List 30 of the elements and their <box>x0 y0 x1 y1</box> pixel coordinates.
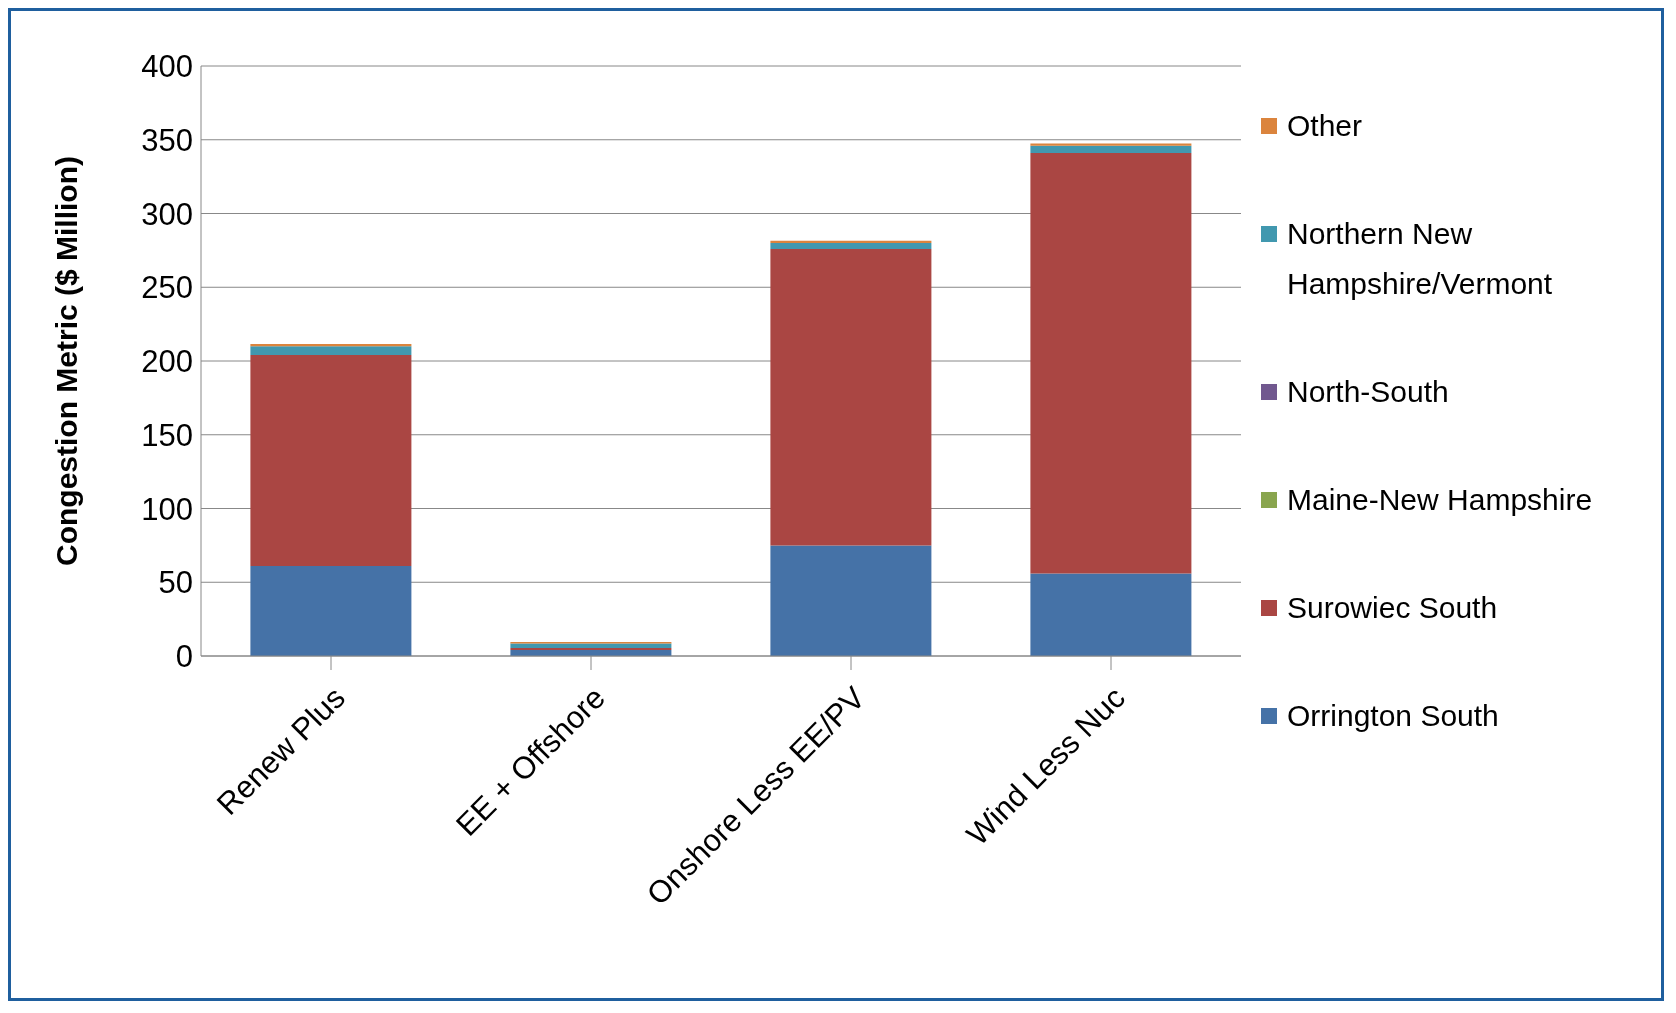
y-tick-label: 250 <box>141 270 193 306</box>
y-tick-label: 0 <box>175 639 193 675</box>
bar <box>250 355 412 567</box>
y-tick-label: 300 <box>141 196 193 232</box>
legend-label: Other <box>1287 108 1364 144</box>
bar <box>510 643 672 648</box>
legend-label: North-South <box>1287 374 1450 410</box>
y-tick-label: 200 <box>141 344 193 380</box>
bar <box>770 240 932 243</box>
y-tick-label: 50 <box>158 565 193 601</box>
y-tick-label: 100 <box>141 491 193 527</box>
bar <box>1030 143 1192 146</box>
bar <box>770 545 932 656</box>
y-tick-label: 150 <box>141 417 193 453</box>
y-tick-label: 350 <box>141 122 193 158</box>
bar <box>770 248 932 546</box>
bar <box>250 346 412 356</box>
legend-label: Orrington South <box>1287 698 1500 734</box>
bar <box>770 243 932 249</box>
legend-label: Maine-New Hampshire <box>1287 482 1594 518</box>
bar <box>510 647 672 651</box>
y-tick-label: 400 <box>141 49 193 84</box>
bar <box>1030 153 1192 574</box>
y-axis-title: Congestion Metric ($ Million) <box>49 156 83 566</box>
bar <box>1030 145 1192 154</box>
bar <box>1030 573 1192 656</box>
bar <box>250 566 412 656</box>
legend-label: Northern New Hampshire/Vermont <box>1287 216 1554 302</box>
legend-label: Surowiec South <box>1287 590 1499 626</box>
bar <box>250 344 412 347</box>
